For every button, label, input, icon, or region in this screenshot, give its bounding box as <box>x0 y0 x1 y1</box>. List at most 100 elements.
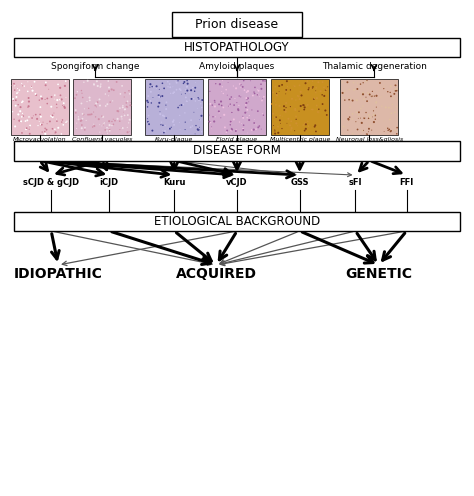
Point <box>270 122 277 129</box>
Point <box>273 89 281 97</box>
Point <box>155 99 163 107</box>
Point <box>228 125 236 133</box>
Point <box>12 96 19 104</box>
Point <box>369 87 376 95</box>
Point <box>166 80 173 88</box>
Point <box>237 93 245 101</box>
Point <box>283 86 290 94</box>
Point <box>118 82 126 90</box>
Point <box>275 82 283 90</box>
Point <box>299 122 307 129</box>
Point <box>298 91 305 99</box>
Point <box>124 97 131 105</box>
Point <box>320 92 328 100</box>
Point <box>114 115 121 123</box>
Point <box>301 104 309 112</box>
Point <box>369 113 376 121</box>
Point <box>373 98 380 106</box>
Point <box>9 95 17 103</box>
Point <box>364 117 372 125</box>
Point <box>180 101 187 109</box>
Point <box>181 109 189 117</box>
Point <box>300 121 307 129</box>
Point <box>198 128 206 136</box>
Point <box>101 126 109 134</box>
Point <box>303 77 311 85</box>
Point <box>248 126 255 134</box>
Point <box>232 84 240 92</box>
Point <box>98 122 106 130</box>
Text: ACQUIRED: ACQUIRED <box>175 267 256 281</box>
Point <box>365 125 373 133</box>
Point <box>280 102 288 110</box>
Point <box>49 112 56 120</box>
Point <box>183 76 191 84</box>
Point <box>25 102 32 110</box>
Point <box>363 130 370 138</box>
Point <box>287 118 295 125</box>
Point <box>16 86 23 94</box>
Point <box>359 89 367 97</box>
Point <box>355 115 362 123</box>
Point <box>51 92 59 100</box>
Point <box>195 116 203 124</box>
Point <box>194 125 201 133</box>
Point <box>274 129 282 137</box>
Point <box>288 124 295 132</box>
Point <box>105 87 113 95</box>
Point <box>255 122 263 130</box>
Point <box>10 80 18 88</box>
Point <box>384 124 392 132</box>
Text: DISEASE FORM: DISEASE FORM <box>193 144 281 157</box>
Point <box>145 92 152 100</box>
Point <box>149 126 156 134</box>
Point <box>86 94 93 102</box>
Point <box>83 98 91 106</box>
Point <box>95 115 102 123</box>
Point <box>393 130 401 138</box>
Point <box>380 117 388 125</box>
Point <box>78 124 85 132</box>
Point <box>120 93 128 101</box>
Point <box>54 80 62 88</box>
Point <box>321 107 329 115</box>
Point <box>91 122 98 130</box>
Point <box>259 77 267 85</box>
Point <box>249 92 256 100</box>
Point <box>96 121 103 128</box>
Point <box>38 128 46 136</box>
Point <box>194 94 202 102</box>
Point <box>81 126 89 134</box>
Bar <box>271 79 329 135</box>
Point <box>236 92 243 100</box>
Point <box>19 112 27 120</box>
Point <box>228 124 236 132</box>
Point <box>366 113 374 121</box>
Point <box>196 116 203 124</box>
Point <box>159 112 167 120</box>
Point <box>159 126 167 134</box>
Point <box>239 126 247 134</box>
Point <box>181 78 188 86</box>
Point <box>359 102 367 110</box>
Point <box>312 127 320 135</box>
Point <box>86 111 94 119</box>
Text: Confluent vacuoles: Confluent vacuoles <box>72 137 132 142</box>
Point <box>78 100 85 108</box>
Point <box>282 90 290 98</box>
Point <box>13 93 20 101</box>
Point <box>51 129 59 137</box>
Point <box>239 125 247 133</box>
Point <box>96 83 104 91</box>
Point <box>219 77 227 85</box>
Point <box>250 88 258 96</box>
Point <box>194 104 201 112</box>
Point <box>368 92 375 100</box>
Point <box>321 87 328 95</box>
Point <box>11 86 18 94</box>
Point <box>209 113 217 121</box>
Point <box>159 79 166 87</box>
Point <box>75 116 82 124</box>
Text: iCJD: iCJD <box>100 178 119 186</box>
Point <box>301 106 308 114</box>
